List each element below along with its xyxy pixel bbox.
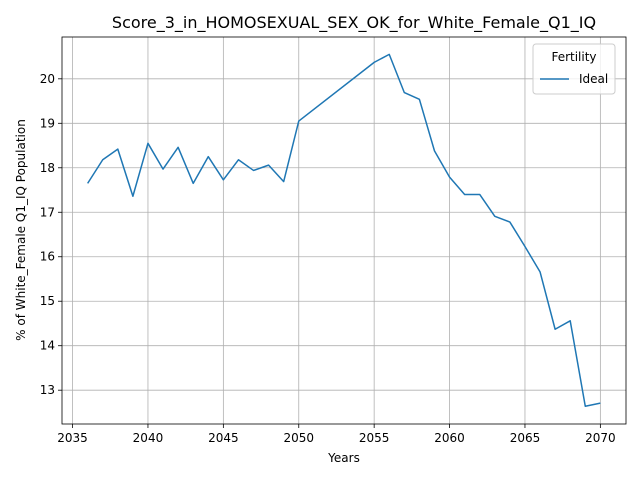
- x-tick-label: 2060: [434, 431, 465, 445]
- x-tick-label: 2055: [359, 431, 390, 445]
- y-axis: 13 14 15 16 17 18 19 20: [40, 72, 62, 397]
- y-tick-label: 16: [40, 250, 55, 264]
- y-tick-label: 15: [40, 294, 55, 308]
- series-line-ideal: [87, 53, 601, 407]
- y-tick-label: 14: [40, 339, 55, 353]
- y-tick-label: 20: [40, 72, 55, 86]
- legend-title: Fertility: [551, 50, 596, 64]
- y-tick-label: 17: [40, 205, 55, 219]
- x-tick-label: 2035: [57, 431, 88, 445]
- y-axis-label: % of White_Female Q1_IQ Population: [14, 119, 28, 341]
- grid-lines: [62, 37, 626, 424]
- chart-title: Score_3_in_HOMOSEXUAL_SEX_OK_for_White_F…: [112, 13, 596, 33]
- y-tick-label: 13: [40, 383, 55, 397]
- x-axis-label: Years: [327, 451, 360, 465]
- plot-frame: [61, 36, 627, 425]
- y-tick-label: 18: [40, 161, 55, 175]
- x-tick-label: 2065: [510, 431, 541, 445]
- series-layer: [87, 53, 601, 407]
- x-tick-label: 2040: [133, 431, 164, 445]
- y-tick-label: 19: [40, 116, 55, 130]
- x-tick-label: 2050: [283, 431, 314, 445]
- x-tick-label: 2045: [208, 431, 239, 445]
- x-tick-label: 2070: [585, 431, 616, 445]
- x-axis: 2035 2040 2045 2050 2055 2060 2065 2070: [57, 424, 616, 445]
- legend: Fertility Ideal: [532, 43, 616, 95]
- legend-entry-ideal: Ideal: [579, 72, 608, 86]
- legend-box: [532, 43, 616, 95]
